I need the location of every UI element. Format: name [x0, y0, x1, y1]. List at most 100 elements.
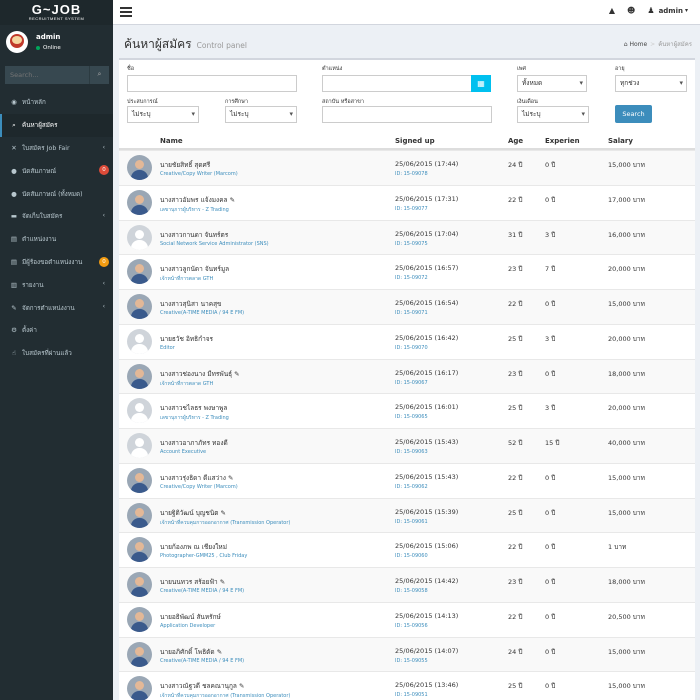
search-button[interactable]: Search	[615, 105, 652, 123]
candidate-position[interactable]: Application Developer	[160, 622, 216, 629]
candidate-position[interactable]: เลขานุการผู้บริหาร - Z Trading	[160, 415, 229, 422]
sidebar-item-2[interactable]: ✕ ใบสมัคร Job Fair ‹	[0, 137, 113, 160]
table-row[interactable]: นางสาวช่องนาง มีทรพันธุ์ ✎ เจ้าหน้าที่การ…	[119, 358, 695, 394]
education-select[interactable]: ไม่ระบุ	[225, 106, 297, 123]
col-signed[interactable]: Signed up	[395, 137, 435, 145]
candidate-position[interactable]: Photographer-GMM25 , Club Friday	[160, 553, 248, 560]
caret-down-icon[interactable]: ▾	[684, 7, 688, 14]
candidate-position[interactable]: เจ้าหน้าที่การตลาด GTH	[160, 276, 214, 283]
avatar[interactable]	[127, 502, 152, 528]
table-row[interactable]: นางสาวอัมพร แจ้งมงคล ✎ เลขานุการผู้บริหาร…	[119, 184, 695, 220]
avatar[interactable]	[127, 398, 152, 424]
avatar[interactable]	[127, 676, 152, 700]
candidate-name[interactable]: นางสาวณัฐวดี ชลคณานุกูล ✎	[160, 682, 245, 691]
candidate-name[interactable]: นางสาวลูกนัดา จันทร์มูล	[160, 265, 230, 274]
sidebar-item-0[interactable]: ◉ หน้าหลัก	[0, 91, 113, 114]
gender-select[interactable]: ทั้งหมด	[517, 75, 587, 92]
avatar[interactable]	[127, 294, 152, 319]
sidebar-item-9[interactable]: ✎ จัดการตำแหน่งงาน ‹	[0, 296, 113, 319]
candidate-position[interactable]: Creative(A-TIME MEDIA / 94 E FM)	[160, 588, 245, 594]
candidate-name[interactable]: นายนนทวร สร้อยฟ้า ✎	[160, 578, 226, 586]
candidate-name[interactable]: นางสาวอาภาภัทร ทองดี	[160, 439, 228, 447]
salary-select[interactable]: ไม่ระบุ	[517, 106, 589, 123]
candidate-position[interactable]: Creative(A-TIME MEDIA / 94 E FM)	[160, 310, 245, 316]
user-icon[interactable]: ♟	[647, 6, 655, 15]
sidebar-item-8[interactable]: ▥ รายงาน ‹	[0, 273, 113, 296]
col-age[interactable]: Age	[508, 137, 524, 145]
candidate-position[interactable]: เลขานุการผู้บริหาร - Z Trading	[160, 206, 229, 213]
table-row[interactable]: นางสาวอาภาภัทร ทองดี Account Executive 25/…	[119, 428, 695, 463]
candidate-position[interactable]: เจ้าหน้าที่การตลาด GTH	[160, 380, 214, 387]
avatar[interactable]	[127, 606, 152, 632]
sidebar-item-7[interactable]: ▤ มีผู้ร้องขอตำแหน่งงาน 0	[0, 251, 113, 274]
table-row[interactable]: นายอธิพัฒน์ สันหรักษ์ Application Develop…	[119, 601, 695, 637]
sidebar-item-10[interactable]: ⚙ ตั้งค่า	[0, 319, 113, 342]
institution-input[interactable]	[322, 106, 492, 123]
table-row[interactable]: นางสาวรุ่งธิดา ดีแสว่าง ✎ Creative/Copy W…	[119, 462, 695, 498]
table-row[interactable]: นายธวัช อิทธิกำจร Editor 25/06/2015 (16:42…	[119, 323, 695, 359]
col-experience[interactable]: Experien	[545, 137, 580, 145]
position-input[interactable]	[322, 75, 472, 92]
sidebar-item-6[interactable]: ▤ ตำแหน่งงาน	[0, 228, 113, 251]
candidate-name[interactable]: นายอธิพัฒน์ สันหรักษ์	[160, 612, 221, 621]
sidebar-search-button[interactable]: ⌕	[89, 66, 109, 84]
table-row[interactable]: นายนนทวร สร้อยฟ้า ✎ Creative(A-TIME MEDIA…	[119, 567, 695, 602]
sidebar-item-5[interactable]: ▬ จัดเก็บใบสมัคร ‹	[0, 205, 113, 228]
candidate-name[interactable]: นางสาวชไลธร พงษาพูล	[160, 404, 228, 413]
candidate-name[interactable]: นายธวัช อิทธิกำจร	[160, 334, 214, 343]
table-row[interactable]: นายฐิติวัฒน์ บุญชนิต ✎ เจ้าหน้าที่ควบคุมก…	[119, 497, 695, 533]
candidate-name[interactable]: นางสาวช่องนาง มีทรพันธุ์ ✎	[160, 369, 240, 378]
avatar[interactable]	[127, 572, 152, 597]
avatar[interactable]	[127, 433, 152, 458]
sidebar-item-1[interactable]: ⌕ ค้นหาผู้สมัคร	[0, 113, 113, 137]
menu-toggle-icon[interactable]	[120, 7, 132, 17]
sidebar-item-3[interactable]: ● นัดสัมภาษณ์ 0	[0, 159, 113, 182]
calendar-button[interactable]: ▦	[471, 75, 491, 92]
warning-icon[interactable]: ▲	[608, 6, 616, 15]
experience-select[interactable]: ไม่ระบุ	[127, 106, 199, 123]
table-row[interactable]: นายชัยสิทธิ์ สุดศรี Creative/Copy Writer …	[119, 150, 695, 185]
table-row[interactable]: นางสาวชไลธร พงษาพูลเลขานุการผู้บริหาร - …	[119, 393, 695, 428]
avatar[interactable]	[127, 467, 152, 493]
table-row[interactable]: นายอภิศักดิ์ โพธิตัด ✎ Creative(A-TIME ME…	[119, 636, 695, 672]
candidate-name[interactable]: นายชัยสิทธิ์ สุดศรี	[160, 161, 211, 169]
candidate-name[interactable]: นายฐิติวัฒน์ บุญชนิต ✎	[160, 508, 226, 517]
candidate-position[interactable]: เจ้าหน้าที่ควบคุมการออกอากาศ (Transmissi…	[160, 693, 291, 700]
sidebar-search-input[interactable]	[5, 66, 89, 84]
avatar[interactable]	[127, 189, 152, 215]
candidate-name[interactable]: นางสาวรุ่งธิดา ดีแสว่าง ✎	[160, 473, 234, 482]
sidebar-item-4[interactable]: ● นัดสัมภาษณ์ (ทั้งหมด)	[0, 182, 113, 205]
avatar[interactable]	[127, 641, 152, 667]
avatar[interactable]	[127, 224, 152, 250]
table-row[interactable]: นางสาวณัฐวดี ชลคณานุกูล ✎ เจ้าหน้าที่ควบค…	[119, 671, 695, 700]
avatar[interactable]	[127, 155, 152, 180]
candidate-name[interactable]: นางสาวกานดา จันทร์ตร	[160, 230, 229, 239]
candidate-position[interactable]: Editor	[160, 344, 175, 351]
candidate-name[interactable]: นางสาวอัมพร แจ้งมงคล ✎	[160, 195, 236, 204]
users-icon[interactable]: ☻	[627, 6, 636, 15]
col-name[interactable]: Name	[160, 137, 183, 145]
candidate-name[interactable]: นางสาวสุนิสา นาคสุข	[160, 300, 222, 308]
avatar[interactable]	[127, 259, 152, 285]
col-salary[interactable]: Salary	[608, 137, 633, 145]
candidate-position[interactable]: Account Executive	[160, 449, 207, 455]
breadcrumb-home[interactable]: Home	[629, 41, 648, 48]
avatar[interactable]	[127, 363, 152, 389]
name-input[interactable]	[127, 75, 297, 92]
logo[interactable]: G~JOB RECRUITMENT SYSTEM	[0, 0, 113, 25]
candidate-position[interactable]: Social Network Service Administrator (SN…	[160, 240, 269, 247]
candidate-position[interactable]: Creative/Copy Writer (Marcom)	[160, 483, 238, 490]
candidate-position[interactable]: Creative/Copy Writer (Marcom)	[160, 171, 238, 177]
candidate-name[interactable]: นายก้องภพ ณ เชียงใหม่	[160, 543, 228, 552]
table-row[interactable]: นางสาวกานดา จันทร์ตร Social Network Servi…	[119, 219, 695, 255]
table-row[interactable]: นางสาวสุนิสา นาคสุข Creative(A-TIME MEDIA…	[119, 289, 695, 324]
sidebar-item-11[interactable]: ☝ ใบสมัครที่ผ่านแล้ว	[0, 342, 113, 365]
candidate-position[interactable]: เจ้าหน้าที่ควบคุมการออกอากาศ (Transmissi…	[160, 519, 291, 526]
avatar[interactable]	[127, 537, 152, 563]
table-row[interactable]: นายก้องภพ ณ เชียงใหม่ Photographer-GMM25 …	[119, 532, 695, 567]
avatar[interactable]	[127, 328, 152, 354]
candidate-position[interactable]: Creative(A-TIME MEDIA / 94 E FM)	[160, 657, 245, 664]
user-menu[interactable]: admin	[658, 6, 683, 15]
candidate-name[interactable]: นายอภิศักดิ์ โพธิตัด ✎	[160, 647, 223, 656]
table-row[interactable]: นางสาวลูกนัดา จันทร์มูลเจ้าหน้าที่การตลา…	[119, 254, 695, 289]
